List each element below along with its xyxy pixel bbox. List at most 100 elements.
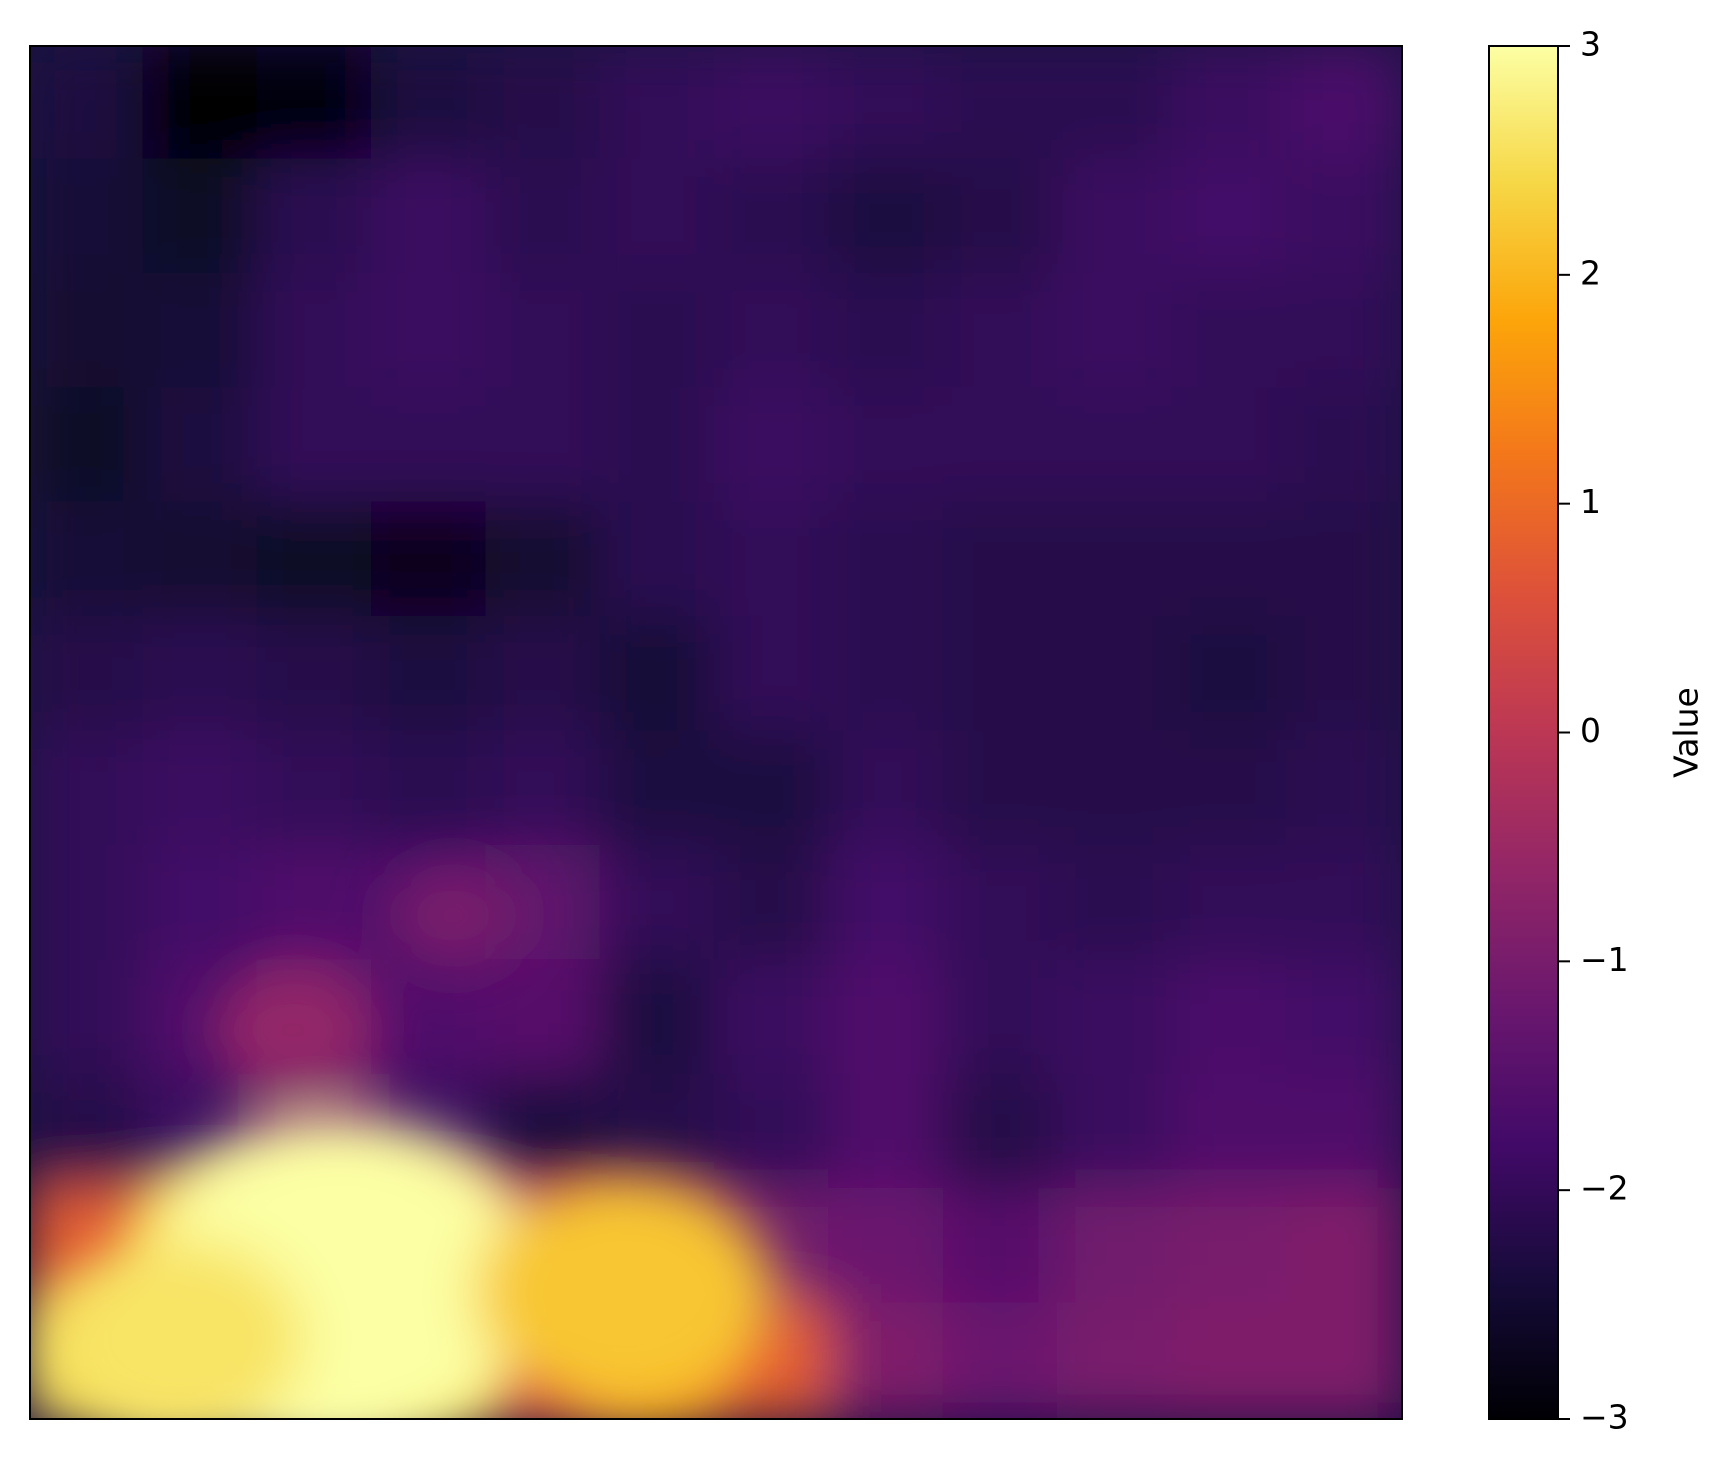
heatmap-cell [1171,616,1290,735]
heatmap-cell [485,501,604,621]
heatmap-cell [828,501,947,621]
heatmap-cell [714,959,833,1078]
heatmap-cell [942,844,1061,964]
heatmap-cell [599,158,718,277]
heatmap-cell [371,158,490,277]
heatmap-cell [828,616,947,735]
heatmap-cell [828,387,947,506]
heatmap-cell [599,272,718,392]
heatmap-cell [1171,501,1290,621]
heatmap-cell [599,46,718,163]
colorbar-tick-label: −1 [1580,940,1629,979]
heatmap-cell [1285,501,1402,621]
heatmap-cell [30,501,147,621]
heatmap-cell [485,387,604,506]
heatmap-cell [1171,1073,1290,1193]
heatmap-cell [30,387,147,506]
heatmap-cell [599,501,718,621]
heatmap-cell [599,387,718,506]
heatmap-cell [142,501,261,621]
heatmap-cell [371,387,490,506]
heatmap-cell [942,158,1061,277]
heatmap-cell [1057,158,1176,277]
heatmap-cell [1057,272,1176,392]
heatmap-cell [485,158,604,277]
heatmap-cell [828,844,947,964]
heatmap-cell [1285,844,1402,964]
heatmap-cell [256,387,375,506]
colorbar-label: Value [1667,687,1706,778]
heatmap-cell [942,387,1061,506]
heatmap-cell [1057,387,1176,506]
heatmap-cell [599,1073,718,1193]
heatmap-cell [942,1188,1061,1307]
heatmap-cell [371,616,490,735]
heatmap-cell [1285,1073,1402,1193]
heatmap-cell [371,959,490,1078]
heatmap-cell [30,844,147,964]
plot-frame [29,45,1403,1420]
heatmap-cell [1171,730,1290,849]
heatmap-cell [942,1302,1061,1419]
heatmap-cell [599,844,718,964]
heatmap-cell [256,616,375,735]
heatmap-cell [1285,387,1402,506]
heatmap-cell [1285,1188,1402,1307]
colorbar-ticks: 3 2 1 0 −1 −2 −3 [1558,25,1629,1437]
heatmap-cell [828,158,947,277]
colorbar-tick-label: 3 [1580,25,1601,64]
heatmap-cell [256,158,375,277]
heatmap-cell [256,501,375,621]
heatmap-cell [1171,272,1290,392]
heatmap-cell [714,730,833,849]
heatmap-cell [371,272,490,392]
heatmap-cell [1285,46,1402,163]
heatmap-cell [828,959,947,1078]
heatmap-cell [1057,501,1176,621]
heatmap-cell [714,501,833,621]
heatmap-cell [599,616,718,735]
colorbar-tick-label: 1 [1580,482,1601,521]
heatmap-cell [1285,616,1402,735]
heatmap-cell [942,1073,1061,1193]
heatmap-cell [1057,46,1176,163]
heatmap-cell [30,158,147,277]
heatmap-cell [371,730,490,849]
heatmap-cell [30,46,147,163]
heatmap-hotspots [52,860,774,1419]
colorbar: 3 2 1 0 −1 −2 −3 Value [1488,25,1706,1437]
heatmap-cell [485,616,604,735]
heatmap-cell [142,272,261,392]
heatmap-hotspot [52,1238,305,1419]
heatmap-hotspot [384,860,522,971]
heatmap-cell [942,272,1061,392]
heatmap-cell [371,46,490,163]
heatmap-cell [1171,158,1290,277]
heatmap-cell [485,272,604,392]
colorbar-gradient-bar [1489,46,1558,1419]
heatmap-cell [714,272,833,392]
heatmap-cell [256,844,375,964]
heatmap-cell [30,959,147,1078]
heatmap-cell [30,616,147,735]
heatmap-cell [1057,616,1176,735]
heatmap-cell [485,959,604,1078]
heatmap-cell [714,1073,833,1193]
heatmap-cell [30,730,147,849]
heatmap-cell [30,272,147,392]
heatmap-cell [142,844,261,964]
heatmap-cell [714,46,833,163]
heatmap-cell [1285,1302,1402,1419]
heatmap-cell [485,1073,604,1193]
heatmap-cell [1171,1188,1290,1307]
heatmap-cell [828,46,947,163]
heatmap-cell [371,501,490,621]
heatmap-cell [485,730,604,849]
heatmap-cell [256,46,375,163]
heatmap-cell [1057,1188,1176,1307]
heatmap-cell [1057,730,1176,849]
heatmap-cell [714,387,833,506]
heatmap-hotspot [475,1174,774,1413]
heatmap-cell [1285,158,1402,277]
